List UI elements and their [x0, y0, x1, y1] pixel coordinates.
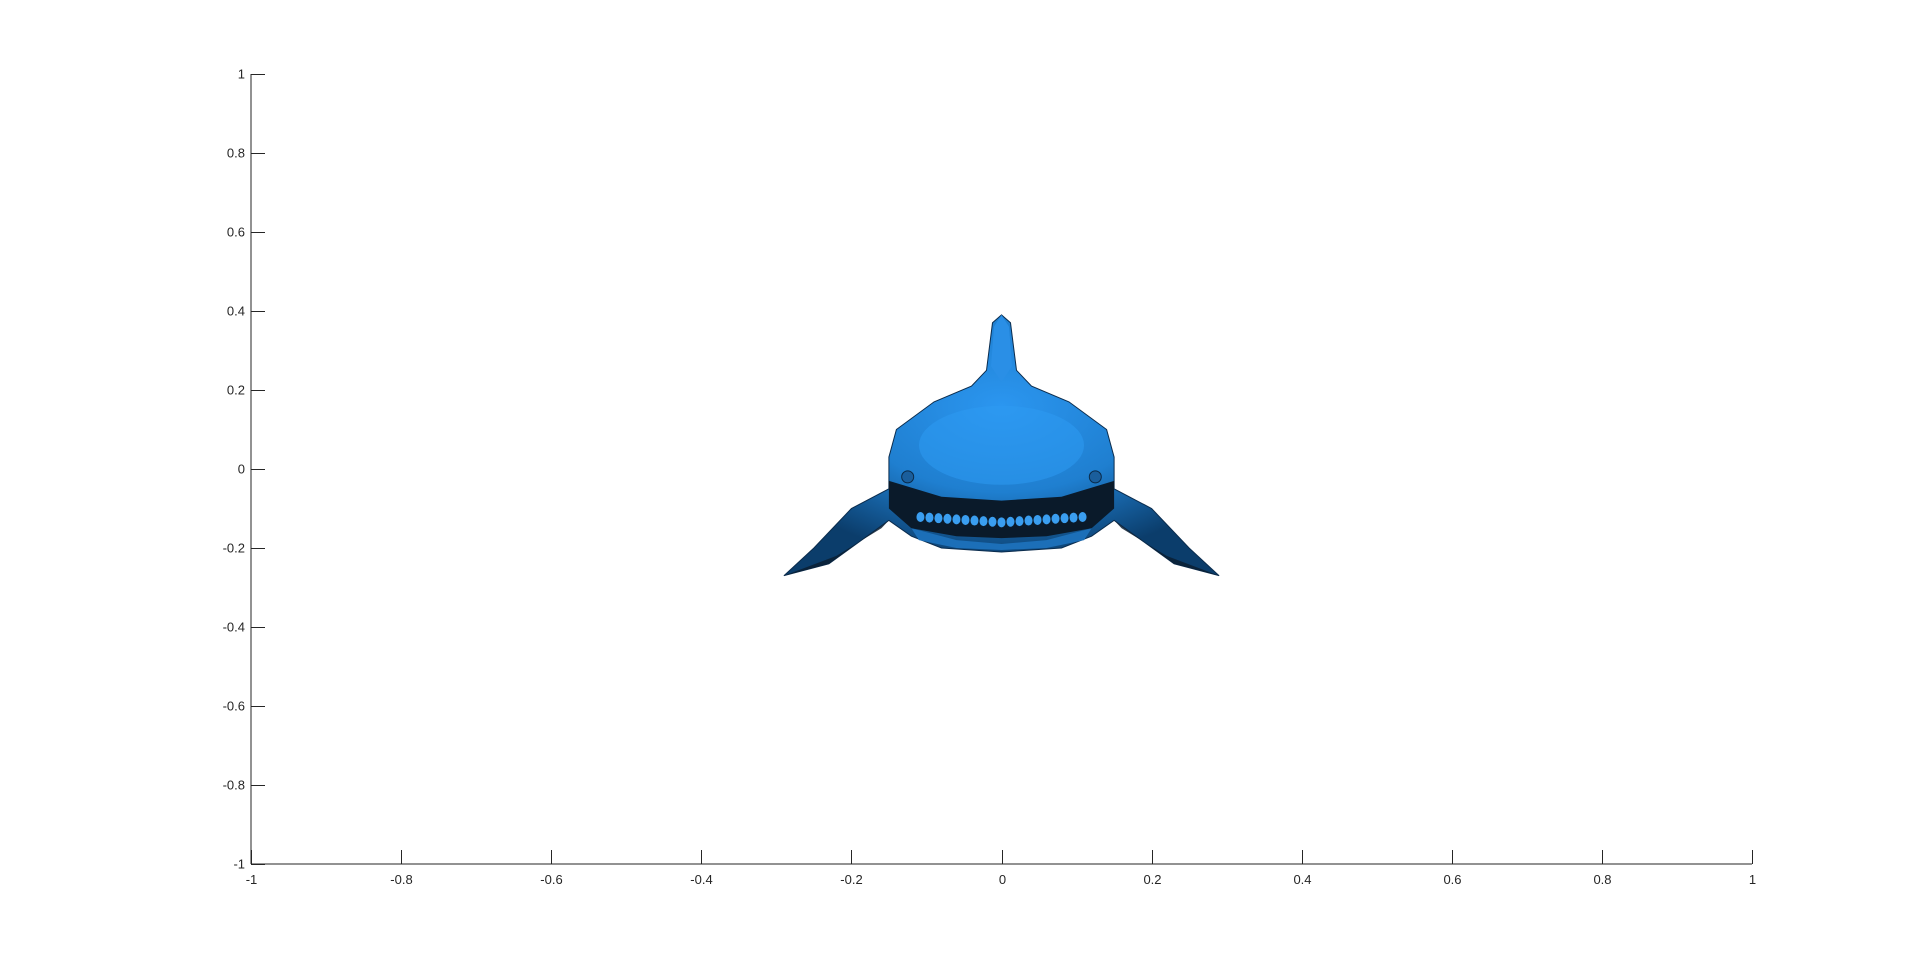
shark-tooth: [916, 511, 925, 522]
shark-tooth: [1060, 513, 1069, 524]
y-tick: 0.6: [227, 225, 265, 240]
y-tick-label: -0.4: [223, 620, 245, 635]
x-tick-label: 0.2: [1143, 872, 1161, 887]
y-tick-label: 0.4: [227, 304, 245, 319]
shark-tooth: [961, 514, 970, 525]
shark-tooth: [1078, 511, 1087, 522]
axes: -1 -0.8 -0.6 -0.4 -0.2 0 0.2 0.4 0.6 0.8 1 1 0.8 0.6…: [223, 67, 1757, 888]
y-tick: -0.2: [223, 541, 265, 556]
x-tick: 0.2: [1143, 850, 1162, 887]
y-tick: 1: [238, 67, 265, 82]
x-tick-label: -1: [246, 872, 258, 887]
y-tick: 0.8: [227, 146, 265, 161]
x-tick-label: -0.6: [540, 872, 562, 887]
y-tick-label: 0.8: [227, 146, 245, 161]
x-axis-ticks: -1 -0.8 -0.6 -0.4 -0.2 0 0.2 0.4 0.6 0.8 1: [246, 850, 1756, 887]
y-tick-label: 0.6: [227, 225, 245, 240]
shark-mouth: [888, 480, 1115, 539]
x-tick: 1: [1749, 850, 1756, 887]
y-tick: -0.8: [223, 778, 265, 793]
x-tick-label: 0.6: [1443, 872, 1461, 887]
y-tick-label: -1: [233, 857, 245, 872]
y-tick-label: -0.8: [223, 778, 245, 793]
y-tick: 0.4: [227, 304, 265, 319]
shark-dorsal-fin: [991, 314, 1012, 383]
x-tick-label: 0.8: [1593, 872, 1611, 887]
x-tick: -0.6: [540, 850, 563, 887]
shark-left-eye: [901, 470, 915, 484]
shark-tooth: [1051, 513, 1060, 524]
shark-tooth: [934, 513, 943, 524]
y-tick: 0.2: [227, 383, 265, 398]
x-tick-label: -0.4: [690, 872, 712, 887]
y-tick-label: 0.2: [227, 383, 245, 398]
x-tick: -0.4: [690, 850, 713, 887]
shark-tooth: [1069, 512, 1078, 523]
y-tick: -1: [233, 857, 265, 872]
shark-tooth: [943, 513, 952, 524]
shark-tooth: [952, 514, 961, 525]
x-tick-label: 1: [1749, 872, 1756, 887]
shark-tooth: [979, 516, 988, 527]
x-tick: -0.2: [840, 850, 863, 887]
shark-right-eye: [1088, 470, 1102, 484]
shark-tooth: [1015, 516, 1024, 527]
y-tick-label: 1: [238, 67, 245, 82]
x-tick-label: 0: [999, 872, 1006, 887]
y-tick: -0.6: [223, 699, 265, 714]
shark-tooth: [925, 512, 934, 523]
x-tick: 0.6: [1443, 850, 1462, 887]
y-tick-label: -0.6: [223, 699, 245, 714]
x-tick: 0.4: [1293, 850, 1312, 887]
x-tick-label: 0.4: [1293, 872, 1311, 887]
shark-tooth: [988, 516, 997, 527]
shark-lower-jaw: [911, 528, 1092, 550]
shark-tooth: [1042, 514, 1051, 525]
y-tick-label: 0: [238, 462, 245, 477]
shark-tooth: [1024, 515, 1033, 526]
x-tick-label: -0.8: [390, 872, 412, 887]
x-tick: -1: [246, 850, 258, 887]
shark-surface: [783, 314, 1220, 577]
x-tick: 0.8: [1593, 850, 1612, 887]
y-tick: 0: [238, 462, 265, 477]
shark-teeth: [916, 511, 1087, 528]
shark-tooth: [997, 517, 1006, 528]
shark-tooth: [1006, 516, 1015, 527]
x-tick: -0.8: [390, 850, 413, 887]
x-tick-label: -0.2: [840, 872, 862, 887]
shark-tooth: [1033, 514, 1042, 525]
shark-head-highlight: [918, 405, 1085, 485]
x-tick: 0: [999, 850, 1006, 887]
shark-tooth: [970, 515, 979, 526]
y-tick: -0.4: [223, 620, 265, 635]
y-tick-label: -0.2: [223, 541, 245, 556]
y-axis-ticks: 1 0.8 0.6 0.4 0.2 0 -0.2 -0.4 -0.6 -0.8 -1: [223, 67, 265, 872]
